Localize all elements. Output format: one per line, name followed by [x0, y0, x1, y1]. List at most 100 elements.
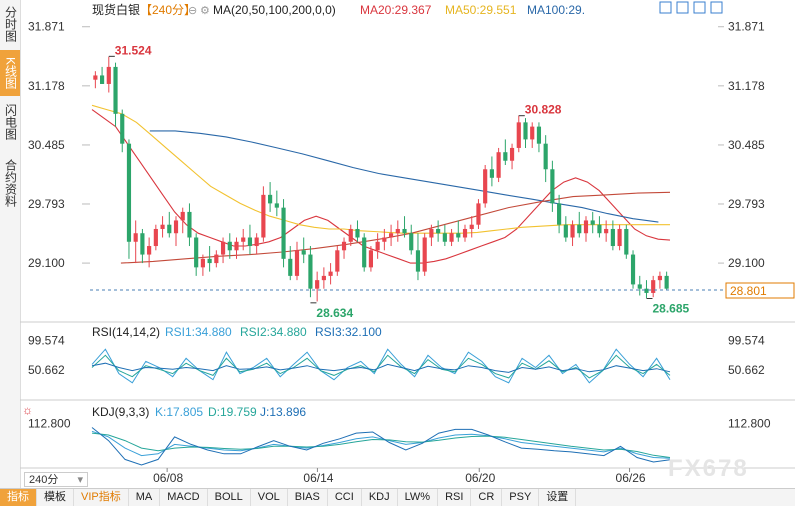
- candle-body: [315, 280, 320, 289]
- candle-body: [247, 237, 253, 247]
- candle-body: [274, 203, 279, 208]
- toolbar-item[interactable]: PSY: [502, 489, 540, 506]
- y-tick-label-right: 30.485: [728, 138, 765, 152]
- toolbar-item[interactable]: RSI: [438, 489, 472, 506]
- period-select-value: 240分: [29, 474, 59, 486]
- candle-body: [328, 271, 333, 276]
- settings-icon[interactable]: ⚙: [200, 5, 210, 17]
- ma-line-ma20: [91, 109, 671, 264]
- rsi-tick-label-right: 50.662: [728, 363, 765, 377]
- zoom-out-icon[interactable]: [693, 1, 706, 14]
- candle-body: [214, 254, 219, 264]
- kdj-line-k: [91, 430, 671, 459]
- candle-body: [335, 250, 340, 272]
- toolbar-item[interactable]: 指标: [0, 489, 37, 506]
- toolbar-item[interactable]: 模板: [37, 489, 74, 506]
- candle-body: [664, 275, 669, 289]
- candle-body: [597, 224, 602, 234]
- sidebar-item-timeshare[interactable]: 分时图: [3, 6, 18, 42]
- candle-body: [462, 228, 468, 238]
- candle-body: [99, 75, 105, 84]
- candle-body: [456, 233, 461, 238]
- candle-body: [301, 250, 306, 255]
- candle-body: [550, 169, 555, 204]
- chart-svg[interactable]: 现货白银 【240分】 ⊖ ⚙ MA(20,50,100,200,0,0) MA…: [20, 0, 795, 488]
- toolbar-item[interactable]: BOLL: [208, 489, 251, 506]
- kdj-sun-icon[interactable]: ☼: [22, 403, 33, 417]
- candle-body: [355, 228, 360, 238]
- candle-body: [577, 224, 582, 234]
- ma-line-ma50: [91, 104, 670, 234]
- y-tick-label-left: 30.485: [28, 138, 65, 152]
- candle-body: [200, 258, 205, 268]
- sidebar-item-flash-chart[interactable]: 闪电图: [3, 104, 18, 140]
- candle-body: [496, 152, 501, 178]
- toolbar-item[interactable]: 设置: [539, 489, 577, 506]
- toolbar-item[interactable]: MACD: [160, 489, 208, 506]
- candle-body: [160, 224, 165, 229]
- toolbar-item[interactable]: MA: [129, 489, 161, 506]
- candle-body: [415, 250, 421, 272]
- candle-body: [449, 233, 454, 242]
- toolbar-item[interactable]: CCI: [328, 489, 362, 506]
- toolbar-item[interactable]: VIP指标: [74, 489, 129, 506]
- toolbar-item[interactable]: KDJ: [362, 489, 398, 506]
- candle-body: [321, 275, 326, 281]
- price-annotation: 31.524: [115, 43, 152, 57]
- rsi-label: RSI(14,14,2): [92, 325, 160, 339]
- period-select[interactable]: 240分 ▾: [24, 472, 88, 487]
- candle-body: [429, 228, 434, 238]
- kdj-tick-label-left: 112.800: [28, 417, 71, 431]
- date-tick-label: 06/08: [153, 471, 183, 485]
- rsi1-value: RSI1:34.880: [165, 325, 232, 339]
- candle-body: [227, 241, 232, 251]
- candle-body: [409, 233, 414, 251]
- fullscreen-icon[interactable]: [659, 1, 672, 14]
- candle-body: [489, 169, 494, 178]
- ma-line-ma100: [149, 130, 659, 223]
- ma20-value: MA20:29.367: [360, 3, 432, 17]
- toolbar-item[interactable]: VOL: [251, 489, 288, 506]
- candle-body: [126, 143, 132, 242]
- sidebar-item-kline[interactable]: K线图: [0, 50, 20, 96]
- sidebar-item-contract-info[interactable]: 合约资料: [3, 159, 18, 207]
- candle-body: [241, 237, 246, 242]
- candle-body: [388, 233, 394, 238]
- y-tick-label-left: 31.178: [28, 79, 65, 93]
- rsi-line-rsi2: [91, 354, 671, 379]
- candle-body: [268, 194, 273, 204]
- header-period: 【240分】: [140, 3, 196, 17]
- candle-body: [120, 113, 125, 144]
- candle-body: [207, 258, 212, 264]
- toolbar-item[interactable]: LW%: [398, 489, 439, 506]
- candle-body: [167, 224, 172, 234]
- kdj-line-d: [91, 432, 671, 458]
- candle-body: [610, 228, 615, 247]
- price-annotation: 28.685: [652, 301, 689, 315]
- toolbar-item[interactable]: CR: [471, 489, 503, 506]
- zoom-in-icon[interactable]: [676, 1, 689, 14]
- kdj-j-value: J:13.896: [260, 405, 306, 419]
- candle-body: [543, 143, 548, 170]
- toolbar-item[interactable]: BIAS: [288, 489, 328, 506]
- candle-body: [563, 224, 568, 238]
- candle-body: [624, 228, 629, 255]
- chart-area: 现货白银 【240分】 ⊖ ⚙ MA(20,50,100,200,0,0) MA…: [20, 0, 795, 488]
- candle-body: [382, 237, 387, 242]
- candle-body: [348, 228, 353, 242]
- candle-body: [147, 246, 152, 255]
- candle-body: [173, 220, 179, 234]
- date-tick-label: 06/20: [465, 471, 495, 485]
- kdj-label: KDJ(9,3,3): [92, 405, 149, 419]
- candle-body: [422, 237, 427, 272]
- candle-body: [644, 288, 649, 293]
- kdj-k-value: K:17.805: [155, 405, 203, 419]
- ma-label: MA(20,50,100,200,0,0): [213, 3, 336, 17]
- chevron-down-icon: ▾: [77, 474, 83, 486]
- expand-icon[interactable]: ⊖: [188, 5, 197, 17]
- candle-body: [630, 254, 636, 285]
- y-tick-label-left: 29.100: [28, 256, 65, 270]
- close-icon[interactable]: [710, 1, 723, 14]
- rsi3-value: RSI3:32.100: [315, 325, 382, 339]
- ma-line-ma200: [120, 191, 671, 264]
